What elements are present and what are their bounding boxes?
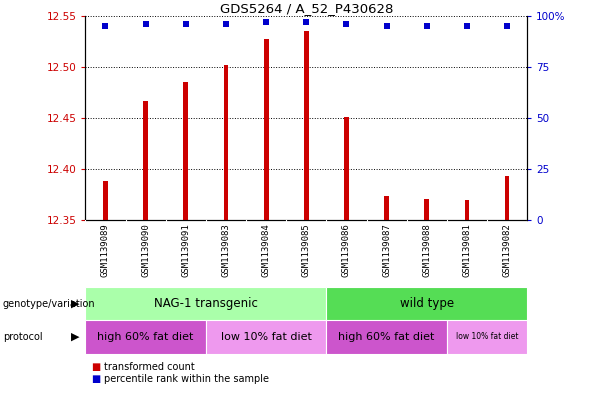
Text: GSM1139089: GSM1139089 (101, 223, 110, 277)
Point (221, 21, 231, 27)
Bar (447, 320, 527, 354)
Bar (264, 39, 269, 220)
Text: GSM1139083: GSM1139083 (221, 223, 230, 277)
Point (342, 21, 351, 27)
Bar (85, 320, 206, 354)
Text: GSM1139086: GSM1139086 (342, 223, 351, 277)
Text: transformed count: transformed count (104, 362, 195, 373)
Text: low 10% fat diet: low 10% fat diet (456, 332, 518, 342)
Bar (304, 31, 309, 220)
Bar (206, 320, 326, 354)
Text: protocol: protocol (3, 332, 42, 342)
Bar (224, 65, 229, 220)
Text: NAG-1 transgenic: NAG-1 transgenic (154, 297, 258, 310)
Text: GSM1139088: GSM1139088 (422, 223, 431, 277)
Text: GSM1139087: GSM1139087 (382, 223, 391, 277)
Text: GSM1139082: GSM1139082 (502, 223, 512, 277)
Point (382, 23, 391, 29)
Point (181, 21, 190, 27)
Point (101, 23, 110, 29)
Bar (424, 198, 429, 220)
Text: high 60% fat diet: high 60% fat diet (339, 332, 435, 342)
Point (141, 21, 150, 27)
Text: low 10% fat diet: low 10% fat diet (221, 332, 312, 342)
Bar (505, 176, 509, 220)
Text: GSM1139081: GSM1139081 (462, 223, 471, 277)
Bar (465, 200, 469, 220)
Text: ■: ■ (91, 374, 101, 384)
Bar (103, 181, 108, 220)
Point (302, 19, 311, 25)
Bar (183, 82, 188, 220)
Text: high 60% fat diet: high 60% fat diet (97, 332, 194, 342)
Title: GDS5264 / A_52_P430628: GDS5264 / A_52_P430628 (220, 2, 393, 15)
Text: genotype/variation: genotype/variation (3, 299, 95, 309)
Text: ■: ■ (91, 362, 101, 373)
Point (462, 23, 472, 29)
Point (422, 23, 432, 29)
Text: GSM1139090: GSM1139090 (141, 223, 150, 277)
Text: GSM1139085: GSM1139085 (302, 223, 311, 277)
Text: percentile rank within the sample: percentile rank within the sample (104, 374, 269, 384)
Bar (85, 287, 326, 320)
Bar (326, 287, 527, 320)
Bar (384, 196, 389, 220)
Bar (344, 117, 349, 220)
Point (502, 23, 512, 29)
Text: ▶: ▶ (71, 299, 79, 309)
Text: wild type: wild type (400, 297, 454, 310)
Bar (326, 320, 447, 354)
Bar (143, 101, 148, 220)
Text: GSM1139091: GSM1139091 (181, 223, 190, 277)
Text: GSM1139084: GSM1139084 (262, 223, 270, 277)
Point (262, 19, 271, 25)
Text: ▶: ▶ (71, 332, 79, 342)
